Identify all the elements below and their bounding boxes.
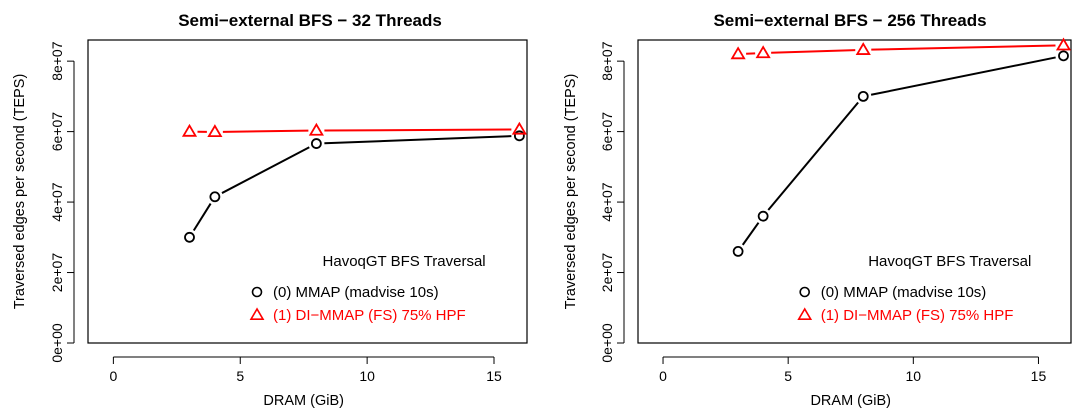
data-point-circle — [757, 210, 769, 222]
legend: HavoqGT BFS Traversal (0) MMAP (madvise 1… — [249, 253, 486, 324]
series-line-segment — [222, 129, 309, 133]
x-tick-label: 5 — [236, 368, 244, 384]
x-tick-label: 5 — [784, 368, 792, 384]
legend-title: HavoqGT BFS Traversal — [323, 253, 486, 270]
series-line-segment — [221, 146, 310, 194]
y-tick-label: 8e+07 — [49, 41, 65, 81]
x-tick-label: 0 — [109, 368, 117, 384]
series-line-segment — [192, 203, 212, 232]
y-tick-label: 4e+07 — [599, 182, 615, 222]
legend-entry-label: (0) MMAP (madvise 10s) — [273, 284, 439, 301]
series-line-segment — [771, 49, 856, 54]
legend-marker-circle — [251, 286, 263, 298]
data-point-circle — [209, 191, 221, 203]
chart-title: Semi−external BFS − 32 Threads — [178, 11, 442, 30]
legend-marker-circle — [799, 286, 811, 298]
series-0 — [184, 130, 525, 243]
data-point-triangle — [511, 121, 527, 135]
x-axis-label: DRAM (GiB) — [810, 393, 891, 409]
x-tick-label: 0 — [659, 368, 667, 384]
series-line-segment — [871, 44, 1056, 51]
chart-title: Semi−external BFS − 256 Threads — [713, 11, 986, 30]
series-1 — [181, 121, 527, 138]
y-axis-label: Traversed edges per second (TEPS) — [563, 74, 579, 310]
data-point-triangle — [308, 122, 324, 136]
data-point-triangle — [181, 123, 198, 137]
plot-frame — [87, 39, 528, 344]
plot-frame — [637, 39, 1072, 344]
series-line-segment — [870, 56, 1056, 96]
y-tick-label: 8e+07 — [599, 41, 615, 81]
data-point-circle — [857, 90, 869, 102]
legend-entry-label: (1) DI−MMAP (FS) 75% HPF — [273, 307, 466, 324]
x-tick-label: 15 — [1031, 368, 1047, 384]
series-line-segment — [324, 128, 512, 132]
series-line-segment — [324, 135, 512, 145]
x-tick-label: 10 — [906, 368, 922, 384]
legend-title: HavoqGT BFS Traversal — [868, 253, 1031, 270]
data-point-circle — [1058, 50, 1069, 62]
data-point-triangle — [207, 124, 223, 138]
chart-panel-2: Semi−external BFS − 256 Threads 0 5 10 15 DRA… — [563, 11, 1072, 409]
x-tick-label: 15 — [486, 368, 502, 384]
legend: HavoqGT BFS Traversal (0) MMAP (madvise 1… — [797, 253, 1031, 324]
series-line-segment — [767, 101, 859, 211]
legend-marker-triangle — [797, 307, 813, 321]
data-point-circle — [184, 231, 195, 243]
series-1 — [730, 37, 1072, 60]
data-point-triangle — [730, 46, 746, 60]
y-tick-label: 2e+07 — [599, 253, 615, 293]
y-tick-label: 0e+00 — [599, 323, 615, 363]
data-point-circle — [310, 138, 322, 149]
series-line-segment — [741, 222, 760, 246]
legend-entry-label: (0) MMAP (madvise 10s) — [821, 284, 987, 301]
y-tick-label: 0e+00 — [49, 323, 65, 363]
y-tick-label: 6e+07 — [599, 112, 615, 152]
series-0 — [732, 50, 1069, 257]
chart-panel-1: Semi−external BFS − 32 Threads 0 5 10 15 DRAM… — [12, 11, 528, 409]
legend-marker-triangle — [249, 307, 265, 321]
data-point-circle — [732, 245, 744, 257]
legend-entry-label: (1) DI−MMAP (FS) 75% HPF — [821, 307, 1014, 324]
y-tick-label: 2e+07 — [49, 253, 65, 293]
y-axis-label: Traversed edges per second (TEPS) — [12, 74, 28, 310]
y-tick-label: 6e+07 — [49, 112, 65, 152]
data-point-triangle — [1055, 37, 1072, 51]
y-tick-label: 4e+07 — [49, 182, 65, 222]
x-tick-label: 10 — [359, 368, 375, 384]
data-point-triangle — [855, 42, 871, 55]
x-axis-label: DRAM (GiB) — [263, 393, 344, 409]
data-point-triangle — [755, 45, 771, 59]
data-point-circle — [513, 130, 525, 142]
